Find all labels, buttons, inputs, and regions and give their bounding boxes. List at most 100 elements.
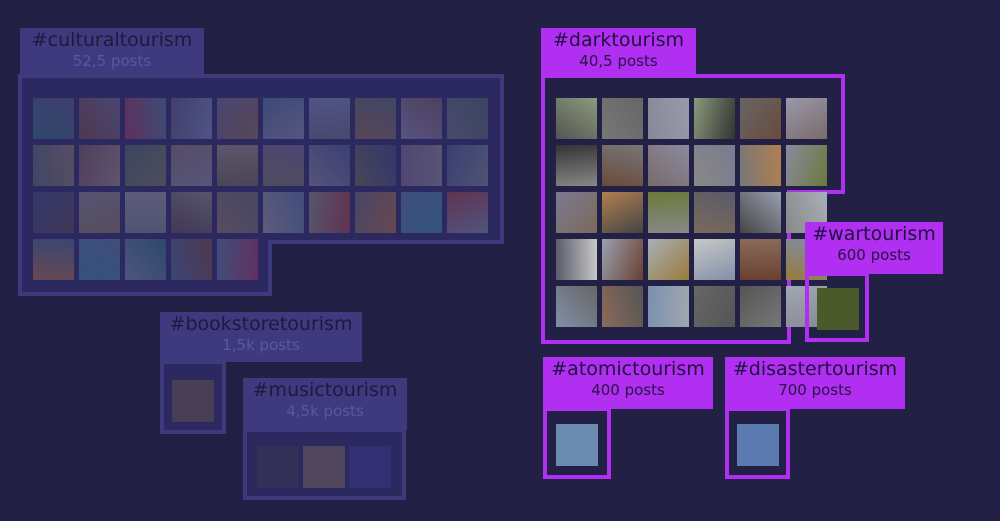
hashtag-label-wartourism: #wartourism 600 posts [805, 222, 943, 274]
post-thumbnail[interactable] [309, 192, 350, 233]
post-thumbnail[interactable] [401, 98, 442, 139]
post-thumbnail[interactable] [33, 145, 74, 186]
hashtag-name: #darktourism [552, 29, 685, 51]
image-grid [737, 424, 779, 466]
image-frame [160, 360, 226, 434]
post-thumbnail[interactable] [263, 192, 304, 233]
post-thumbnail[interactable] [355, 98, 396, 139]
post-thumbnail[interactable] [355, 192, 396, 233]
post-thumbnail[interactable] [694, 145, 735, 186]
post-thumbnail[interactable] [401, 145, 442, 186]
image-frame [543, 407, 611, 479]
post-count: 600 posts [837, 246, 911, 264]
post-thumbnail[interactable] [737, 424, 779, 466]
post-thumbnail[interactable] [257, 446, 299, 488]
hashtag-name: #atomictourism [551, 358, 705, 380]
post-thumbnail[interactable] [263, 98, 304, 139]
post-count: 4,5k posts [286, 402, 364, 420]
post-thumbnail[interactable] [602, 239, 643, 280]
post-thumbnail[interactable] [217, 239, 258, 280]
post-thumbnail[interactable] [817, 288, 859, 330]
post-count: 40,5 posts [579, 52, 658, 70]
post-thumbnail[interactable] [217, 98, 258, 139]
post-thumbnail[interactable] [740, 286, 781, 327]
post-thumbnail[interactable] [125, 239, 166, 280]
hashtag-name: #bookstoretourism [169, 313, 353, 335]
post-thumbnail[interactable] [602, 145, 643, 186]
post-thumbnail[interactable] [648, 239, 689, 280]
hashtag-label-bookstoretourism: #bookstoretourism 1,5k posts [160, 312, 362, 362]
post-thumbnail[interactable] [171, 145, 212, 186]
image-grid [556, 424, 598, 466]
hashtag-name: #disastertourism [732, 358, 898, 380]
post-thumbnail[interactable] [309, 98, 350, 139]
post-thumbnail[interactable] [556, 145, 597, 186]
post-thumbnail[interactable] [786, 98, 827, 139]
post-thumbnail[interactable] [648, 145, 689, 186]
image-grid [33, 98, 488, 280]
post-count: 1,5k posts [222, 336, 300, 354]
post-thumbnail[interactable] [556, 192, 597, 233]
post-count: 400 posts [591, 381, 665, 399]
post-thumbnail[interactable] [648, 286, 689, 327]
post-thumbnail[interactable] [263, 145, 304, 186]
post-thumbnail[interactable] [602, 286, 643, 327]
post-thumbnail[interactable] [79, 98, 120, 139]
post-thumbnail[interactable] [171, 98, 212, 139]
post-thumbnail[interactable] [217, 145, 258, 186]
post-thumbnail[interactable] [694, 192, 735, 233]
post-thumbnail[interactable] [556, 239, 597, 280]
post-thumbnail[interactable] [556, 286, 597, 327]
image-frame [18, 74, 504, 296]
post-count: 700 posts [778, 381, 852, 399]
post-thumbnail[interactable] [217, 192, 258, 233]
image-grid [556, 98, 827, 327]
post-thumbnail[interactable] [447, 145, 488, 186]
image-frame [725, 407, 790, 479]
post-thumbnail[interactable] [33, 239, 74, 280]
post-thumbnail[interactable] [740, 239, 781, 280]
post-thumbnail[interactable] [648, 192, 689, 233]
hashtag-label-disastertourism: #disastertourism 700 posts [725, 357, 905, 409]
post-thumbnail[interactable] [786, 145, 827, 186]
hashtag-label-darktourism: #darktourism 40,5 posts [541, 28, 696, 76]
post-thumbnail[interactable] [694, 286, 735, 327]
post-thumbnail[interactable] [740, 145, 781, 186]
hashtag-name: #culturaltourism [31, 29, 193, 51]
post-thumbnail[interactable] [447, 98, 488, 139]
post-thumbnail[interactable] [172, 380, 214, 422]
post-thumbnail[interactable] [171, 239, 212, 280]
post-thumbnail[interactable] [125, 98, 166, 139]
post-thumbnail[interactable] [125, 192, 166, 233]
post-thumbnail[interactable] [171, 192, 212, 233]
image-frame [243, 428, 406, 500]
post-thumbnail[interactable] [303, 446, 345, 488]
post-thumbnail[interactable] [447, 192, 488, 233]
post-thumbnail[interactable] [79, 192, 120, 233]
image-grid [257, 446, 391, 488]
post-thumbnail[interactable] [79, 145, 120, 186]
post-thumbnail[interactable] [694, 98, 735, 139]
post-thumbnail[interactable] [309, 145, 350, 186]
image-grid [172, 380, 214, 422]
post-thumbnail[interactable] [648, 98, 689, 139]
post-thumbnail[interactable] [694, 239, 735, 280]
hashtag-name: #musictourism [252, 379, 398, 401]
post-thumbnail[interactable] [349, 446, 391, 488]
post-thumbnail[interactable] [602, 98, 643, 139]
post-thumbnail[interactable] [79, 239, 120, 280]
image-grid [817, 288, 859, 330]
post-thumbnail[interactable] [556, 424, 598, 466]
hashtag-name: #wartourism [812, 223, 936, 245]
post-thumbnail[interactable] [740, 192, 781, 233]
post-thumbnail[interactable] [401, 192, 442, 233]
post-thumbnail[interactable] [740, 98, 781, 139]
post-thumbnail[interactable] [556, 98, 597, 139]
post-thumbnail[interactable] [125, 145, 166, 186]
post-thumbnail[interactable] [602, 192, 643, 233]
post-thumbnail[interactable] [355, 145, 396, 186]
post-thumbnail[interactable] [33, 192, 74, 233]
post-count: 52,5 posts [72, 52, 152, 70]
post-thumbnail[interactable] [33, 98, 74, 139]
hashtag-label-culturaltourism: #culturaltourism 52,5 posts [20, 28, 204, 76]
